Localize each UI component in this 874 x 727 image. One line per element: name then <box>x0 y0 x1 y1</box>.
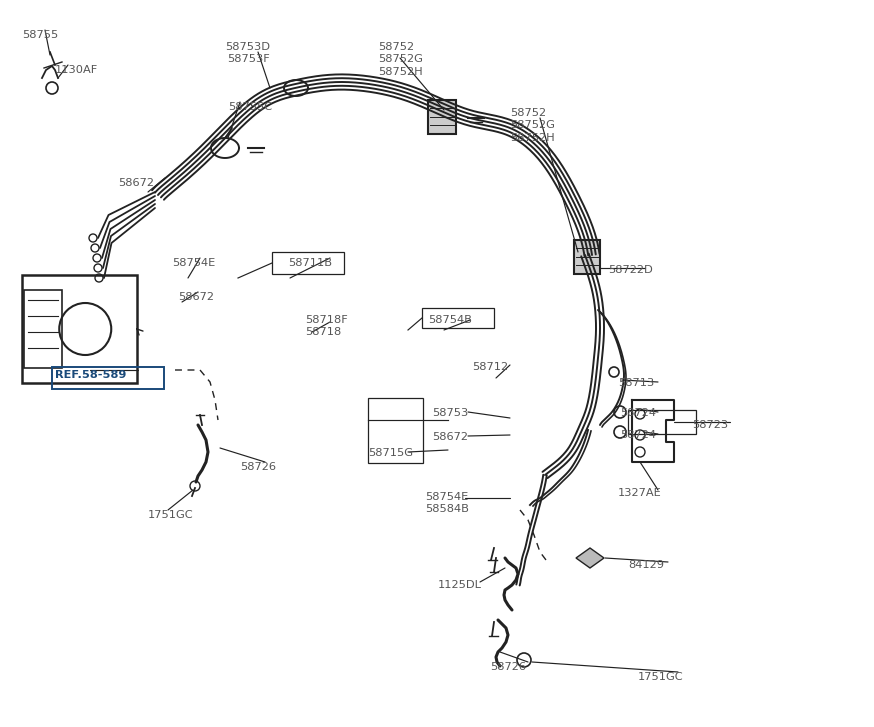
Text: 1327AE: 1327AE <box>618 488 662 498</box>
Bar <box>628 410 696 434</box>
Text: 84129: 84129 <box>628 560 664 570</box>
Bar <box>422 308 494 328</box>
Text: 58718F
58718: 58718F 58718 <box>305 315 348 337</box>
Text: 58752
58752G
58752H: 58752 58752G 58752H <box>378 42 423 77</box>
Text: 58752
58752G
58752H: 58752 58752G 58752H <box>510 108 555 142</box>
Text: 58712: 58712 <box>472 362 508 372</box>
Text: 58722D: 58722D <box>608 265 653 275</box>
Text: 58753D
58753F: 58753D 58753F <box>225 42 270 65</box>
Text: 58726: 58726 <box>240 462 276 472</box>
Text: 58672: 58672 <box>178 292 214 302</box>
Text: 58711B: 58711B <box>288 258 332 268</box>
Text: 58723: 58723 <box>692 420 728 430</box>
Text: 58672: 58672 <box>432 432 468 442</box>
Text: 58713: 58713 <box>618 378 655 388</box>
Polygon shape <box>576 548 604 568</box>
Text: 58724: 58724 <box>620 408 656 418</box>
Text: 1751GC: 1751GC <box>638 672 683 682</box>
Text: 58755: 58755 <box>22 30 59 40</box>
Text: 1751GC: 1751GC <box>148 510 194 520</box>
Bar <box>574 240 600 274</box>
Text: 1125DL: 1125DL <box>438 580 482 590</box>
Text: 58755C: 58755C <box>228 102 272 112</box>
Text: 1130AF: 1130AF <box>55 65 98 75</box>
Text: 58754B: 58754B <box>428 315 472 325</box>
Text: 58672: 58672 <box>118 178 154 188</box>
Bar <box>428 100 456 134</box>
Bar <box>272 252 344 274</box>
Text: 58726: 58726 <box>490 662 526 672</box>
Text: 58753: 58753 <box>432 408 468 418</box>
Text: 58754E
58584B: 58754E 58584B <box>425 492 468 515</box>
Text: 58715G: 58715G <box>368 448 413 458</box>
Bar <box>24 290 62 368</box>
Bar <box>368 398 423 463</box>
Text: 58754E: 58754E <box>172 258 215 268</box>
Text: REF.58-589: REF.58-589 <box>55 370 127 380</box>
Text: 58724: 58724 <box>620 430 656 440</box>
